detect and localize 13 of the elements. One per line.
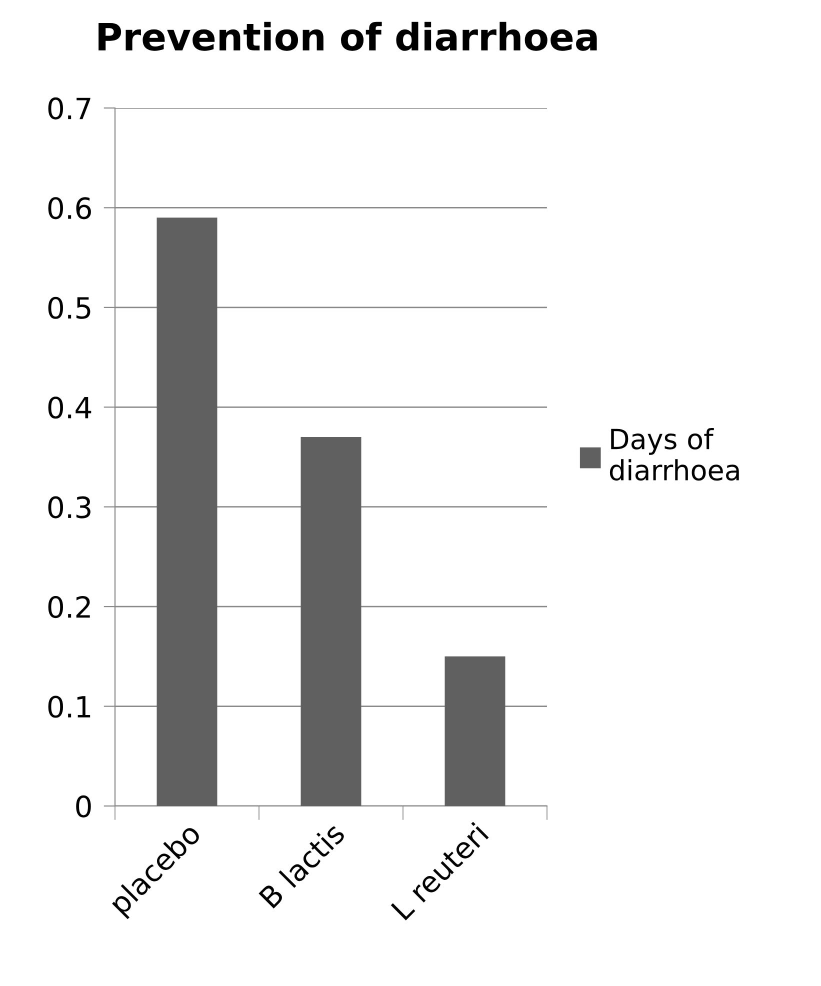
y-tick-label: 0.4 bbox=[48, 396, 92, 419]
y-tick-label: 0.1 bbox=[48, 696, 90, 718]
y-tick-label: 0.3 bbox=[48, 496, 90, 518]
y-tick-label: 0.7 bbox=[48, 97, 90, 120]
bar bbox=[444, 656, 506, 806]
chart-title: Prevention of diarrhoea bbox=[98, 22, 597, 51]
bar bbox=[300, 437, 362, 806]
y-tick-label: 0.6 bbox=[48, 197, 91, 220]
y-tick-label: 0 bbox=[76, 795, 91, 818]
y-tick-label: 0.5 bbox=[48, 296, 90, 319]
y-tick-label: 0.2 bbox=[48, 596, 90, 618]
legend-label: Days of diarrhoea bbox=[610, 428, 739, 481]
bar bbox=[156, 218, 218, 806]
